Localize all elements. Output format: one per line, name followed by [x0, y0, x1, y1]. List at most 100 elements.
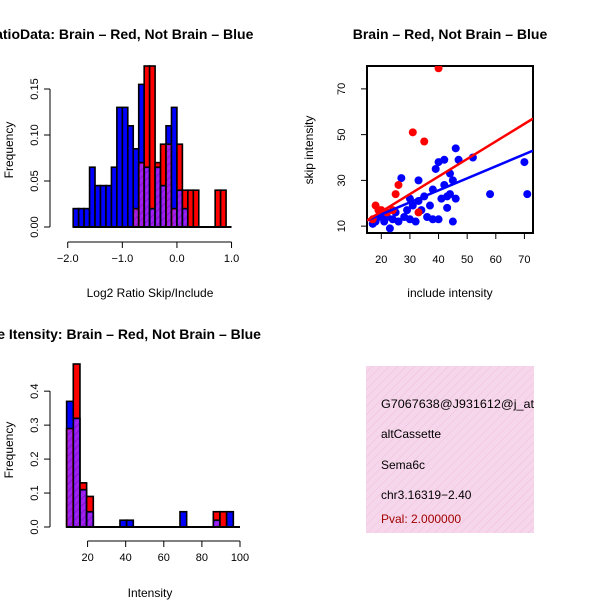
brain-bar [219, 189, 227, 228]
not-brain-point [431, 164, 440, 173]
y-tick-label: 0.15 [29, 78, 41, 99]
not-brain-point [451, 144, 460, 153]
overlap-bar [214, 521, 219, 527]
not-brain-point [408, 201, 417, 210]
brain-fit-line [367, 117, 533, 222]
scatter-x-label: include intensity [407, 286, 492, 300]
not-brain-bar [126, 125, 135, 228]
info-panel: G7067638@J931612@j_at altCassette Sema6c… [366, 366, 535, 533]
x-tick-label: −2.0 [57, 253, 79, 265]
not-brain-bar [110, 166, 118, 228]
y-tick-label: 0.1 [29, 485, 41, 500]
x-tick-label: 60 [490, 254, 502, 266]
info-panel-background [366, 366, 534, 533]
not-brain-point [425, 201, 434, 210]
not-brain-bar [77, 207, 85, 228]
not-brain-bar [88, 166, 96, 228]
p-value: Pval: 2.000000 [381, 512, 461, 526]
x-tick-label: 100 [231, 552, 249, 564]
overlap-bar [150, 209, 155, 227]
ratio-histogram: RatioData: Brain – Red, Not Brain – Blue… [0, 26, 254, 300]
not-brain-bar [121, 106, 129, 228]
y-tick-label: 0.3 [29, 417, 41, 432]
y-tick-label: 0.10 [29, 124, 41, 145]
x-tick-label: 20 [81, 552, 93, 564]
y-tick-label: 70 [336, 83, 348, 95]
intensity-histogram: Gene Itensity: Brain – Red, Not Brain – … [0, 326, 261, 600]
not-brain-fit-line [367, 149, 533, 222]
not-brain-point [523, 190, 532, 199]
x-tick-label: 50 [461, 254, 473, 266]
not-brain-point [434, 215, 443, 224]
x-tick-label: 40 [120, 552, 132, 564]
probe-id: G7067638@J931612@j_at [381, 397, 535, 411]
not-brain-point [451, 194, 460, 203]
scatter-points [367, 66, 533, 233]
brain-bar [192, 189, 200, 228]
overlap-bar [87, 512, 93, 527]
intensity-x-label: Intensity [128, 586, 173, 600]
brain-point [394, 180, 403, 189]
brain-point [414, 208, 423, 217]
genomic-location: chr3.16319−2.40 [381, 488, 472, 502]
x-tick-label: 80 [196, 552, 208, 564]
not-brain-point [520, 158, 529, 167]
x-tick-label: 40 [432, 254, 444, 266]
not-brain-point [446, 190, 454, 199]
brain-point [420, 137, 429, 146]
overlap-bar [172, 209, 176, 227]
intensity-x-axis: 20 40 60 80 100 [81, 540, 249, 564]
not-brain-point [403, 206, 412, 215]
not-brain-bar [125, 519, 135, 528]
x-tick-label: 60 [158, 552, 170, 564]
overlap-bar [161, 186, 166, 227]
brain-bar [187, 189, 195, 228]
brain-point [391, 190, 400, 199]
overlap-bar [167, 145, 171, 227]
not-brain-bar [179, 510, 188, 528]
not-brain-point [397, 174, 406, 183]
ratio-bars [72, 65, 232, 228]
not-brain-point [394, 217, 403, 226]
ratio-x-axis: −2.0 −1.0 0.0 1.0 [57, 241, 239, 265]
not-brain-bar [105, 184, 113, 228]
overlap-bar [156, 168, 160, 227]
not-brain-bar [116, 106, 124, 228]
scatter-plot-box [366, 65, 534, 234]
not-brain-point [414, 176, 423, 185]
y-tick-label: 30 [336, 174, 348, 186]
x-tick-label: −1.0 [111, 253, 133, 265]
intensity-bars [65, 363, 240, 528]
not-brain-bar [83, 207, 91, 228]
scatter-y-label: skip intensity [302, 116, 316, 185]
overlap-bar [80, 490, 86, 527]
brain-point [434, 66, 443, 73]
not-brain-point [385, 224, 394, 233]
x-tick-label: 0.0 [169, 253, 184, 265]
y-tick-label: 0.05 [29, 170, 41, 191]
intensity-y-label: Frequency [2, 422, 16, 479]
not-brain-point [411, 217, 420, 226]
scatter-y-axis: 10 30 50 70 [336, 83, 367, 232]
ratio-title: RatioData: Brain – Red, Not Brain – Blue [0, 26, 254, 42]
y-tick-label: 50 [336, 129, 348, 141]
y-tick-label: 0.2 [29, 451, 41, 466]
x-tick-label: 20 [375, 254, 387, 266]
intensity-y-axis: 0.0 0.1 0.2 0.3 0.4 [29, 384, 51, 535]
x-tick-label: 1.0 [224, 253, 239, 265]
brain-bar [148, 65, 156, 228]
y-tick-label: 10 [336, 220, 348, 232]
not-brain-bar [99, 184, 107, 228]
overlap-bar [145, 168, 149, 227]
x-tick-label: 70 [518, 254, 530, 266]
brain-point [408, 128, 417, 137]
ratio-y-label: Frequency [2, 122, 16, 179]
intensity-title: Gene Itensity: Brain – Red, Not Brain – … [0, 326, 261, 342]
not-brain-point [448, 217, 457, 226]
overlap-bar [67, 429, 73, 527]
ratio-y-axis: 0.00 0.05 0.10 0.15 [29, 78, 51, 238]
event-type: altCassette [381, 427, 441, 441]
y-tick-label: 0.00 [29, 216, 41, 237]
not-brain-point [486, 190, 495, 199]
overlap-bar [183, 209, 187, 227]
